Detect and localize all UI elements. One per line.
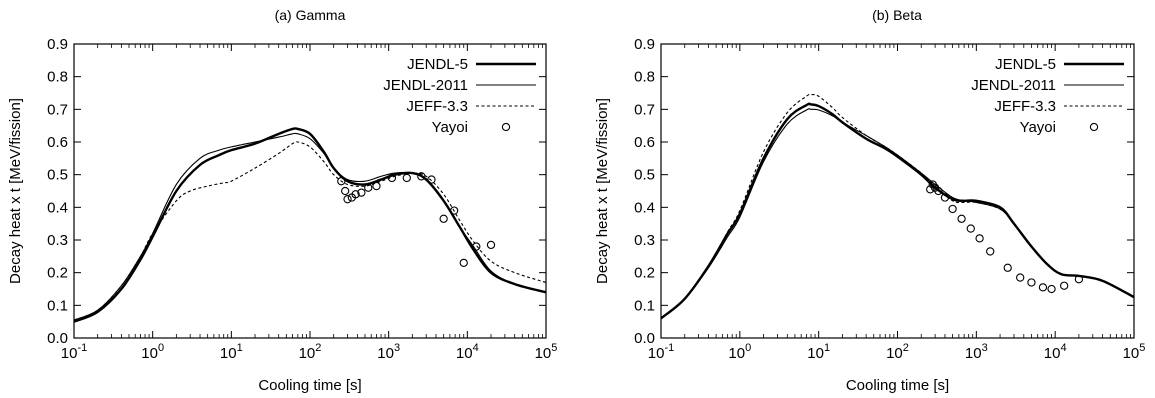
legend-label: Yayoi [1020,119,1056,136]
x-tick-label: 101 [807,342,830,362]
x-axis-label: Cooling time [s] [258,377,361,394]
legend-label: JENDL-5 [407,56,468,73]
y-tick-label: 0.6 [634,134,655,151]
data-point-yayoi [402,173,411,183]
legend-label: Yayoi [432,119,468,136]
chart-title: (b) Beta [872,7,922,23]
plot-frame [660,43,1135,339]
series-line-jeff-3-3 [661,93,1134,319]
data-point-yayoi [934,186,943,196]
x-tick-label: 102 [886,342,909,362]
plot-frame [73,43,547,339]
data-point-yayoi [957,214,966,223]
x-tick-label: 100 [141,342,164,362]
data-point-yayoi [1003,263,1012,272]
y-tick-label: 0.4 [47,199,68,216]
y-tick-label: 0.8 [634,69,655,86]
x-tick-label: 103 [965,342,988,362]
x-tick-label: 10-1 [648,342,674,362]
y-tick-label: 0.0 [47,330,68,347]
data-point-yayoi [1027,278,1036,287]
x-axis-label: Cooling time [s] [846,377,949,394]
data-point-yayoi [439,214,448,223]
x-tick-label: 103 [377,342,400,362]
data-point-yayoi [1016,273,1025,282]
y-tick-label: 0.1 [634,297,655,314]
y-tick-label: 0.2 [634,265,655,282]
chart-panel-1: (a) Gamma 0.0 0.1 0.2 0.3 0.4 0.5 0.6 0.7 0.8 0.9 1… [7,7,557,394]
series-line-jeff-3-3 [74,141,546,321]
data-point-yayoi [372,181,381,191]
data-point-yayoi [1047,284,1056,294]
data-point-yayoi [343,195,352,204]
y-tick-label: 0.1 [47,297,68,314]
y-tick-label: 0.9 [634,36,655,53]
data-point-yayoi [341,186,350,196]
x-tick-label: 104 [456,342,479,362]
y-tick-label: 0.4 [634,199,655,216]
series-line-jendl-5 [74,127,546,323]
data-point-yayoi [486,240,496,250]
y-tick-label: 0.0 [634,330,655,347]
data-point-yayoi [966,224,975,233]
data-point-yayoi [472,242,481,251]
data-point-yayoi [387,173,397,183]
data-point-yayoi [337,177,346,186]
data-point-yayoi [450,206,459,215]
data-point-yayoi [1038,283,1048,292]
data-point-yayoi [940,193,950,202]
legend-label: JEFF-3.3 [994,98,1056,115]
y-axis-label: Decay heat x t [MeV/fission] [7,98,24,284]
y-tick-label: 0.7 [634,101,655,118]
data-point-yayoi [417,172,426,181]
legend-marker [501,122,511,132]
data-point-yayoi [926,185,935,194]
data-point-yayoi [986,247,995,256]
x-tick-label: 105 [535,342,558,362]
y-tick-label: 0.7 [47,101,68,118]
data-point-yayoi [948,204,957,214]
data-point-yayoi [975,234,984,243]
series-line-jendl-5 [661,102,1134,320]
x-tick-label: 10-1 [61,342,87,362]
chart-panel-2: (b) Beta 0.0 0.1 0.2 0.3 0.4 0.5 0.6 0.7 0.8 0.9 10… [594,7,1145,394]
data-point-yayoi [357,188,366,197]
chart-title: (a) Gamma [275,7,346,23]
y-axis-label: Decay heat x t [MeV/fission] [594,98,611,284]
y-tick-label: 0.9 [47,36,68,53]
x-tick-label: 104 [1044,342,1067,362]
legend-label: JENDL-5 [995,56,1056,73]
y-tick-label: 0.8 [47,69,68,86]
data-point-yayoi [351,190,360,199]
x-tick-label: 101 [220,342,243,362]
series-line-jendl-2011 [74,132,546,321]
data-point-yayoi [1059,281,1069,290]
legend-marker [1089,122,1099,132]
y-tick-label: 0.3 [634,232,655,249]
legend-label: JENDL-2011 [383,77,468,94]
x-tick-label: 105 [1123,342,1146,362]
y-tick-label: 0.6 [47,134,68,151]
y-tick-label: 0.2 [47,265,68,282]
data-point-yayoi [364,183,373,192]
y-tick-label: 0.5 [634,167,655,184]
data-point-yayoi [1074,275,1084,284]
legend-label: JENDL-2011 [971,77,1056,94]
y-tick-label: 0.3 [47,232,68,249]
series-line-jendl-2011 [661,108,1134,319]
x-tick-label: 102 [299,342,322,362]
legend-label: JEFF-3.3 [406,98,468,115]
data-point-yayoi [459,258,468,268]
y-tick-label: 0.5 [47,167,68,184]
x-tick-label: 100 [728,342,751,362]
data-point-yayoi [427,175,436,184]
